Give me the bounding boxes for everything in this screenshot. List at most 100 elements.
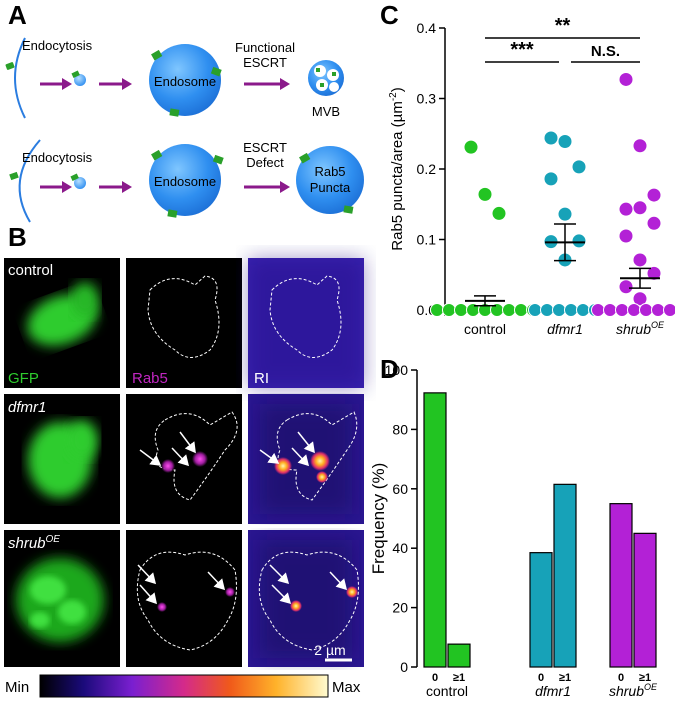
group-label: control xyxy=(426,683,468,699)
panel-label-b: B xyxy=(8,222,27,252)
group-label-text: shrub xyxy=(609,683,644,699)
data-point xyxy=(633,292,647,306)
panel-label-c: C xyxy=(380,0,399,30)
panel-label-d: D xyxy=(380,354,399,384)
data-point xyxy=(619,229,633,243)
y-tick-label: 0.1 xyxy=(417,232,437,248)
data-point xyxy=(492,206,506,220)
plasma-membrane-2 xyxy=(18,139,41,223)
y-axis-label-end: ) xyxy=(389,87,406,92)
row-label-control: control xyxy=(8,262,53,279)
category-label: shrubOE xyxy=(616,320,665,337)
channel-label-ri: RI xyxy=(254,370,269,387)
data-point xyxy=(502,303,516,317)
group-label-text: control xyxy=(426,683,468,699)
data-point xyxy=(663,303,675,317)
y-tick-label: 0 xyxy=(400,659,408,675)
data-point xyxy=(572,234,586,248)
data-point xyxy=(572,160,586,174)
row-label-dfmr1: dfmr1 xyxy=(8,399,46,416)
rab5-puncta-icon xyxy=(296,146,364,214)
channel-label-gfp: GFP xyxy=(8,370,39,387)
data-point xyxy=(576,303,590,317)
data-point xyxy=(442,303,456,317)
endosome-label-1: Endosome xyxy=(154,74,216,89)
group-label: dfmr1 xyxy=(535,683,571,699)
data-point xyxy=(627,303,641,317)
data-point xyxy=(454,303,468,317)
data-point xyxy=(558,207,572,221)
data-point xyxy=(544,172,558,186)
bar-label: 0 xyxy=(432,672,438,684)
category-label-sup: OE xyxy=(651,320,665,330)
data-point xyxy=(478,187,492,201)
data-point xyxy=(647,266,661,280)
bar-label: ≥1 xyxy=(453,672,465,684)
bar-label: ≥1 xyxy=(639,672,651,684)
micrograph-row-control: control GFP Rab5 RI xyxy=(4,258,364,388)
significance-label: *** xyxy=(510,39,534,61)
data-point xyxy=(564,303,578,317)
data-point xyxy=(615,303,629,317)
colorbar-max-label: Max xyxy=(332,679,361,696)
colorbar-min-label: Min xyxy=(5,679,29,696)
data-point xyxy=(540,303,554,317)
panel-label-a: A xyxy=(8,0,27,30)
y-tick-label: 40 xyxy=(392,540,408,556)
significance-label: N.S. xyxy=(591,43,620,60)
data-point xyxy=(633,139,647,153)
escrt-label-2: ESCRT xyxy=(243,140,287,155)
endosome-label-2: Endosome xyxy=(154,174,216,189)
data-point xyxy=(430,303,444,317)
data-point xyxy=(558,135,572,149)
row-label-shrub: shrubOE xyxy=(8,534,60,552)
category-label: dfmr1 xyxy=(547,321,583,337)
cargo-icon xyxy=(5,62,15,70)
endocytosis-label-1: Endocytosis xyxy=(22,38,93,53)
rab5-label: Rab5 xyxy=(314,164,345,179)
data-point xyxy=(619,280,633,294)
channel-label-rab5: Rab5 xyxy=(132,370,168,387)
y-tick-label: 60 xyxy=(392,481,408,497)
bar-label: 0 xyxy=(618,672,624,684)
data-point xyxy=(619,202,633,216)
bar xyxy=(633,532,657,668)
plasma-membrane-1 xyxy=(14,37,26,119)
mvb-label: MVB xyxy=(312,104,340,119)
defect-label: Defect xyxy=(246,155,284,170)
y-tick-label: 0.3 xyxy=(417,91,437,107)
bar xyxy=(529,552,553,668)
y-axis-label: Frequency (%) xyxy=(369,463,388,574)
data-point xyxy=(619,72,633,86)
mvb-icon xyxy=(308,60,344,96)
y-tick-label: 0.2 xyxy=(417,161,437,177)
data-point xyxy=(647,188,661,202)
y-axis-label: Rab5 puncta/area (µm-2) xyxy=(388,87,406,250)
bar xyxy=(423,392,447,668)
micrograph-row-dfmr1: dfmr1 xyxy=(4,394,364,524)
puncta-label: Puncta xyxy=(310,180,351,195)
vesicle-icon xyxy=(74,74,86,86)
group-label-text: dfmr1 xyxy=(535,683,571,699)
data-point xyxy=(633,253,647,267)
bar-label: 0 xyxy=(538,672,544,684)
functional-label: Functional xyxy=(235,40,295,55)
category-label-text: dfmr1 xyxy=(547,321,583,337)
data-point xyxy=(647,216,661,230)
category-label-text: shrub xyxy=(616,321,651,337)
group-label: shrubOE xyxy=(609,682,658,699)
panel-b: B control GFP Rab5 RI dfmr1 xyxy=(4,222,364,698)
colorbar: Min Max xyxy=(5,674,361,698)
y-axis-label-sup: -2 xyxy=(388,92,399,101)
bar xyxy=(609,503,633,668)
y-tick-label: 80 xyxy=(392,421,408,437)
data-point xyxy=(591,303,605,317)
y-tick-label: 0.4 xyxy=(417,20,437,36)
data-point xyxy=(552,303,566,317)
y-tick-label: 20 xyxy=(392,600,408,616)
panel-a: A Endocytosis Endosome Functional ESCRT … xyxy=(5,0,364,223)
